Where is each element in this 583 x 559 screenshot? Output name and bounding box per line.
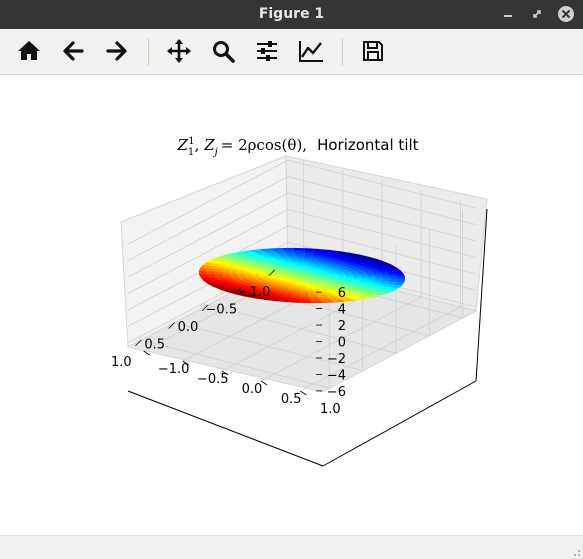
x-tick-label: −1.0	[239, 285, 271, 300]
configure-subplots-icon	[255, 39, 279, 63]
x-tick-label: 1.0	[111, 355, 132, 370]
surface-patch	[282, 248, 294, 250]
zoom-button[interactable]	[208, 36, 238, 66]
maximize-icon	[531, 8, 543, 20]
surface-patch	[273, 275, 281, 276]
toolbar-separator	[148, 38, 149, 66]
chart-title: Z11, Zj= 2ρcos(θ),Horizontal tilt	[176, 136, 418, 158]
z-tick-label: 4	[338, 303, 346, 318]
surface-patch	[200, 275, 209, 278]
resize-grip-icon[interactable]	[571, 547, 581, 557]
save-button[interactable]	[358, 36, 388, 66]
surface-patch	[251, 275, 259, 277]
y-tick-label: 0.5	[281, 392, 302, 407]
surface-patch	[214, 272, 222, 275]
z-tick-label: −2	[327, 352, 346, 367]
home-icon	[17, 39, 41, 63]
maximize-button[interactable]	[527, 4, 547, 24]
surface-patch	[229, 273, 237, 275]
z-tick-label: −4	[327, 368, 346, 383]
forward-arrow-icon	[105, 39, 129, 63]
y-tick-label: −0.5	[197, 372, 229, 387]
surface-patch	[199, 271, 207, 274]
plot-3d[interactable]: Z11, Zj= 2ρcos(θ),Horizontal tilt −1.0−0…	[0, 75, 583, 535]
close-icon	[557, 5, 575, 23]
figure-canvas[interactable]: Z11, Zj= 2ρcos(θ),Horizontal tilt −1.0−0…	[0, 75, 583, 535]
edit-axis-icon	[298, 39, 324, 63]
toolbar-separator	[342, 38, 343, 66]
surface-patch	[258, 275, 266, 276]
z-tick-label: 6	[338, 286, 346, 301]
home-button[interactable]	[14, 36, 44, 66]
save-icon	[361, 39, 385, 63]
forward-button[interactable]	[102, 36, 132, 66]
back-button[interactable]	[58, 36, 88, 66]
pan-icon	[166, 38, 192, 64]
surface-patch	[287, 300, 299, 303]
y-tick-label: 0.0	[242, 382, 263, 397]
navigation-toolbar	[0, 29, 583, 75]
status-bar	[0, 535, 583, 559]
window-title: Figure 1	[0, 0, 583, 29]
y-tick-label: 1.0	[320, 402, 341, 417]
surface-patch	[236, 275, 244, 277]
close-button[interactable]	[556, 4, 576, 24]
surface-patch	[243, 275, 251, 277]
edit-axis-button[interactable]	[296, 36, 326, 66]
back-arrow-icon	[61, 39, 85, 63]
pan-button[interactable]	[164, 36, 194, 66]
minimize-button[interactable]	[498, 4, 518, 24]
surface-patch	[280, 275, 288, 276]
window-titlebar: Figure 1	[0, 0, 583, 29]
y-tick-label: −1.0	[158, 362, 190, 377]
x-tick-label: 0.5	[144, 338, 165, 353]
x-tick-label: 0.0	[178, 320, 199, 335]
surface-patch	[299, 301, 311, 303]
x-tick-label: −0.5	[206, 303, 238, 318]
z-tick-label: 2	[338, 319, 346, 334]
surface-patch	[207, 272, 215, 275]
z-tick-label: 0	[338, 336, 346, 351]
configure-subplots-button[interactable]	[252, 36, 282, 66]
z-tick-label: −6	[327, 385, 346, 400]
zoom-icon	[211, 39, 235, 63]
minimize-icon	[502, 8, 514, 20]
